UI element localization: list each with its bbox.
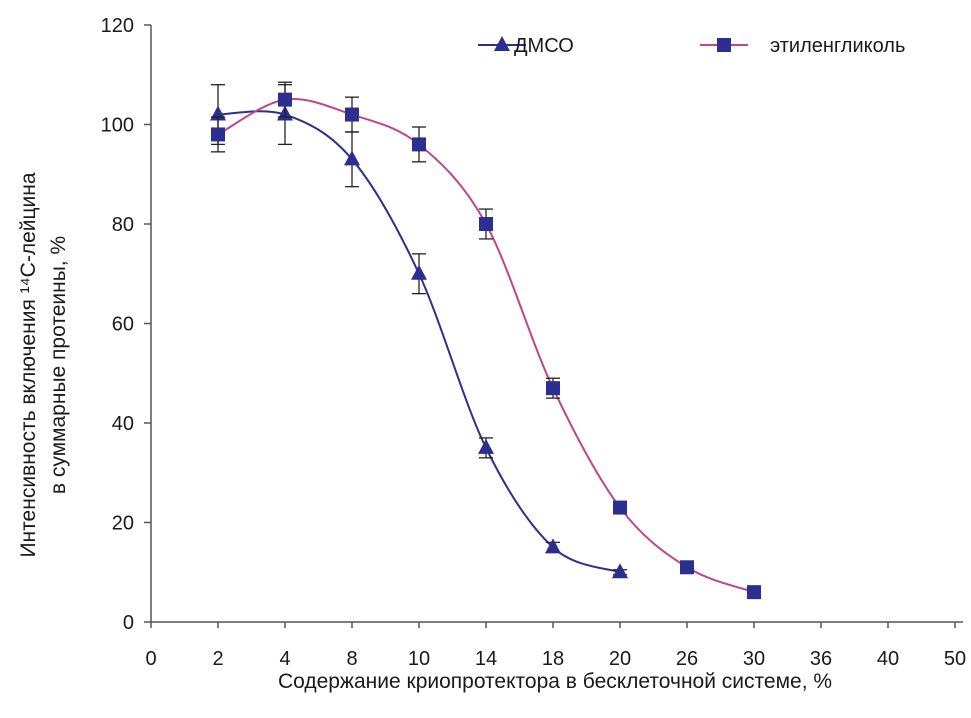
y-tick-label: 20 <box>112 513 134 535</box>
x-tick-labels: 0 2 4 8 10 14 18 20 26 30 36 40 50 <box>145 648 966 670</box>
data-point <box>478 438 494 454</box>
data-point <box>545 538 561 554</box>
legend: ДМСО этиленгликоль <box>478 35 905 57</box>
data-point <box>747 585 761 600</box>
x-tick-label: 2 <box>212 648 223 670</box>
data-point <box>612 563 628 579</box>
data-point <box>680 560 694 575</box>
legend-swatch-marker <box>717 38 731 52</box>
x-tick-label: 0 <box>145 648 156 670</box>
y-tick-label: 80 <box>112 214 134 236</box>
x-tick-label: 30 <box>743 648 765 670</box>
x-axis-title: Содержание криопротектора в бесклеточной… <box>278 670 832 693</box>
data-point <box>345 107 359 122</box>
x-tick-label: 26 <box>676 648 698 670</box>
y-tick-label: 40 <box>112 413 134 435</box>
x-tick-label: 20 <box>609 648 631 670</box>
legend-label: ДМСО <box>514 35 574 57</box>
data-point <box>344 150 360 166</box>
x-tick-label: 4 <box>279 648 290 670</box>
data-point <box>211 127 225 142</box>
axes <box>144 24 963 628</box>
data-point <box>479 217 493 231</box>
x-tick-label: 10 <box>408 648 430 670</box>
y-tick-label: 120 <box>101 15 134 37</box>
data-point <box>613 500 627 515</box>
x-tick-label: 8 <box>346 648 357 670</box>
x-tick-label: 36 <box>810 648 832 670</box>
x-tick-label: 14 <box>475 648 497 670</box>
y-tick-label: 0 <box>123 612 134 634</box>
data-point <box>278 92 292 107</box>
x-tick-label: 40 <box>877 648 899 670</box>
y-axis-title-line-2: в суммарные протеины, % <box>47 236 70 494</box>
data-point <box>412 137 426 152</box>
x-tick-label: 18 <box>542 648 564 670</box>
y-tick-label: 100 <box>101 115 134 137</box>
series-ethylene-glycol <box>211 81 761 600</box>
x-tick-label: 50 <box>944 648 966 670</box>
legend-swatch-marker <box>494 36 510 51</box>
y-axis-title-line-1: Интенсивность включения ¹⁴С-лейцина <box>17 172 40 557</box>
data-point <box>546 381 560 396</box>
y-tick-label: 60 <box>112 314 134 336</box>
y-tick-labels: 0 20 40 60 80 100 120 <box>101 15 134 634</box>
legend-label: этиленгликоль <box>770 35 905 57</box>
series-line <box>217 98 755 594</box>
series-line <box>217 110 621 574</box>
series-layer <box>210 81 761 600</box>
data-point <box>411 264 427 280</box>
